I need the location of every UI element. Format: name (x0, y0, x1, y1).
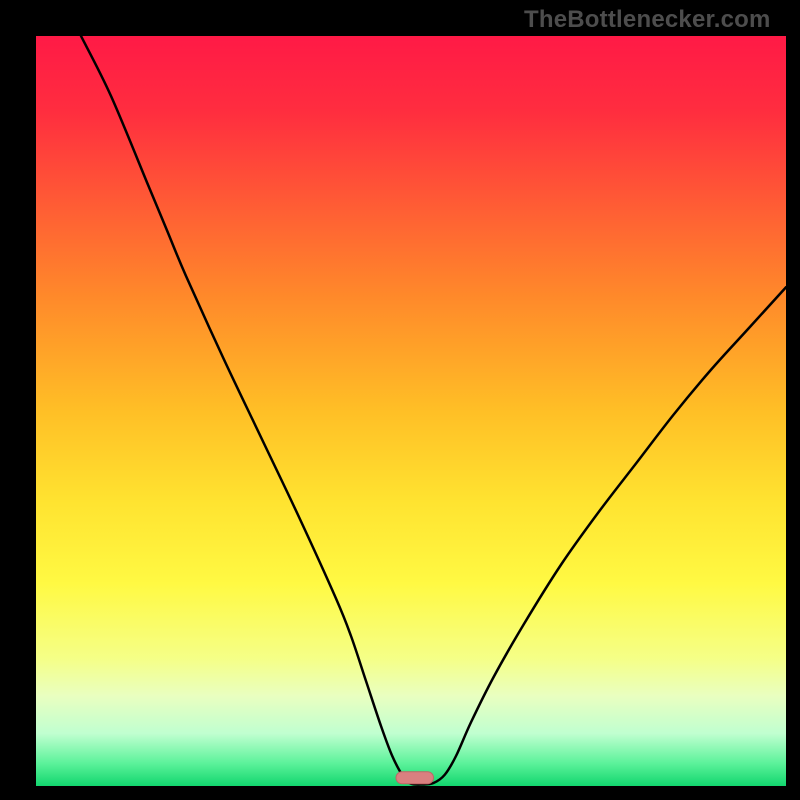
plot-area (36, 36, 786, 786)
chart-frame: TheBottlenecker.com (0, 0, 800, 800)
gradient-background (36, 36, 786, 786)
watermark-text: TheBottlenecker.com (524, 6, 771, 34)
gradient-plot-svg (36, 36, 786, 786)
result-marker (396, 772, 434, 784)
